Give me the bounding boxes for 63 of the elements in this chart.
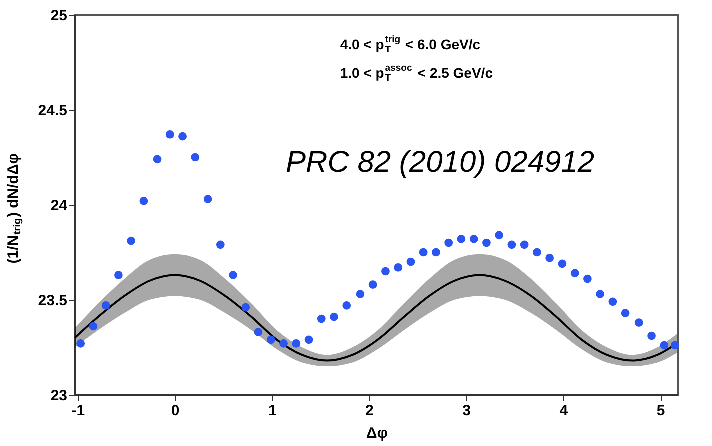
point [330,312,338,322]
point [304,336,314,344]
annotation: PRC 82 (2010) 024912 [286,146,595,180]
point [546,254,554,262]
point [621,309,630,318]
point [670,341,680,350]
x-tick-label: 1 [268,402,277,420]
point [470,235,478,244]
y-axis-title: (1/Ntrig) dN/dΔφ [5,153,24,264]
point [608,298,618,306]
point [596,290,604,298]
point [444,238,454,248]
point [216,240,225,250]
point [242,303,250,312]
point [280,340,288,348]
point [533,248,542,257]
point [482,238,491,248]
point [204,195,212,204]
point [356,290,365,298]
x-tick-label: -1 [72,402,86,420]
point [140,197,148,206]
point [127,236,136,246]
point [584,274,592,284]
x-tick-label: 3 [462,402,471,420]
point [406,258,416,266]
point [89,322,98,331]
point [558,260,567,268]
point [457,235,466,244]
point [229,271,238,280]
point [368,280,378,289]
y-tick-label: 24.5 [38,102,68,120]
point [660,341,669,350]
y-tick-label: 23 [50,388,68,404]
point [317,314,326,324]
point [508,240,516,250]
x-tick-label: 0 [171,402,180,420]
point [292,340,301,348]
point [178,132,187,141]
point [266,336,276,344]
y-tick-label: 23.5 [38,292,68,310]
point [382,267,390,276]
point [254,328,263,336]
point [166,130,174,139]
y-tick-label: 24 [50,198,68,214]
point [419,248,428,257]
point [634,318,644,327]
point [342,302,352,310]
x-axis-title: Δφ [366,425,388,442]
x-tick-label: 5 [656,402,666,420]
point [102,302,110,310]
point [432,248,440,257]
point [520,240,529,250]
y-tick-label: 25 [50,8,68,24]
point [153,155,162,164]
point [114,271,123,280]
point [570,269,580,278]
point [648,332,656,340]
point [495,231,504,240]
x-tick-label: 2 [366,402,374,420]
point [394,264,403,272]
point [76,340,86,348]
point [191,153,200,162]
x-tick-label: 4 [560,402,569,420]
